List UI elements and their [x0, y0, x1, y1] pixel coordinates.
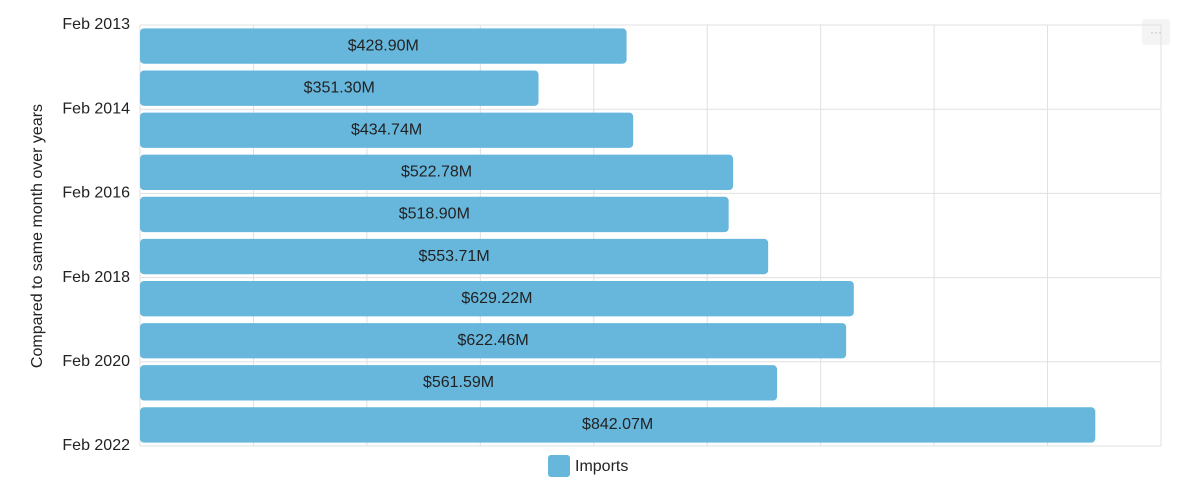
y-tick-label: Feb 2018 — [62, 269, 130, 286]
y-tick-label: Feb 2022 — [62, 437, 130, 454]
value-label: $622.46M — [457, 332, 528, 349]
legend-label: Imports — [575, 458, 628, 475]
value-label: $434.74M — [351, 121, 422, 138]
bar — [140, 323, 847, 359]
value-label: $351.30M — [304, 79, 375, 96]
bar — [140, 196, 729, 233]
y-axis-title: Compared to same month over years — [29, 104, 46, 368]
value-label: $842.07M — [582, 416, 653, 433]
bar — [140, 280, 854, 317]
bar — [140, 112, 634, 148]
value-label: $553.71M — [418, 248, 489, 265]
legend-swatch — [548, 455, 570, 477]
bar — [140, 238, 769, 275]
y-tick-label: Feb 2013 — [62, 16, 130, 33]
value-label: $629.22M — [461, 290, 532, 307]
value-label: $518.90M — [399, 206, 470, 223]
y-tick-label: Feb 2014 — [62, 100, 130, 117]
y-tick-label: Feb 2016 — [62, 185, 130, 202]
y-tick-label: Feb 2020 — [62, 353, 130, 370]
bar — [140, 407, 1096, 443]
bar — [140, 28, 627, 64]
bar — [140, 365, 778, 401]
value-label: $561.59M — [423, 374, 494, 391]
menu-button-label[interactable]: ··· — [1150, 25, 1162, 39]
value-label: $522.78M — [401, 164, 472, 181]
bar — [140, 154, 734, 191]
value-label: $428.90M — [348, 37, 419, 54]
bar — [140, 70, 539, 106]
